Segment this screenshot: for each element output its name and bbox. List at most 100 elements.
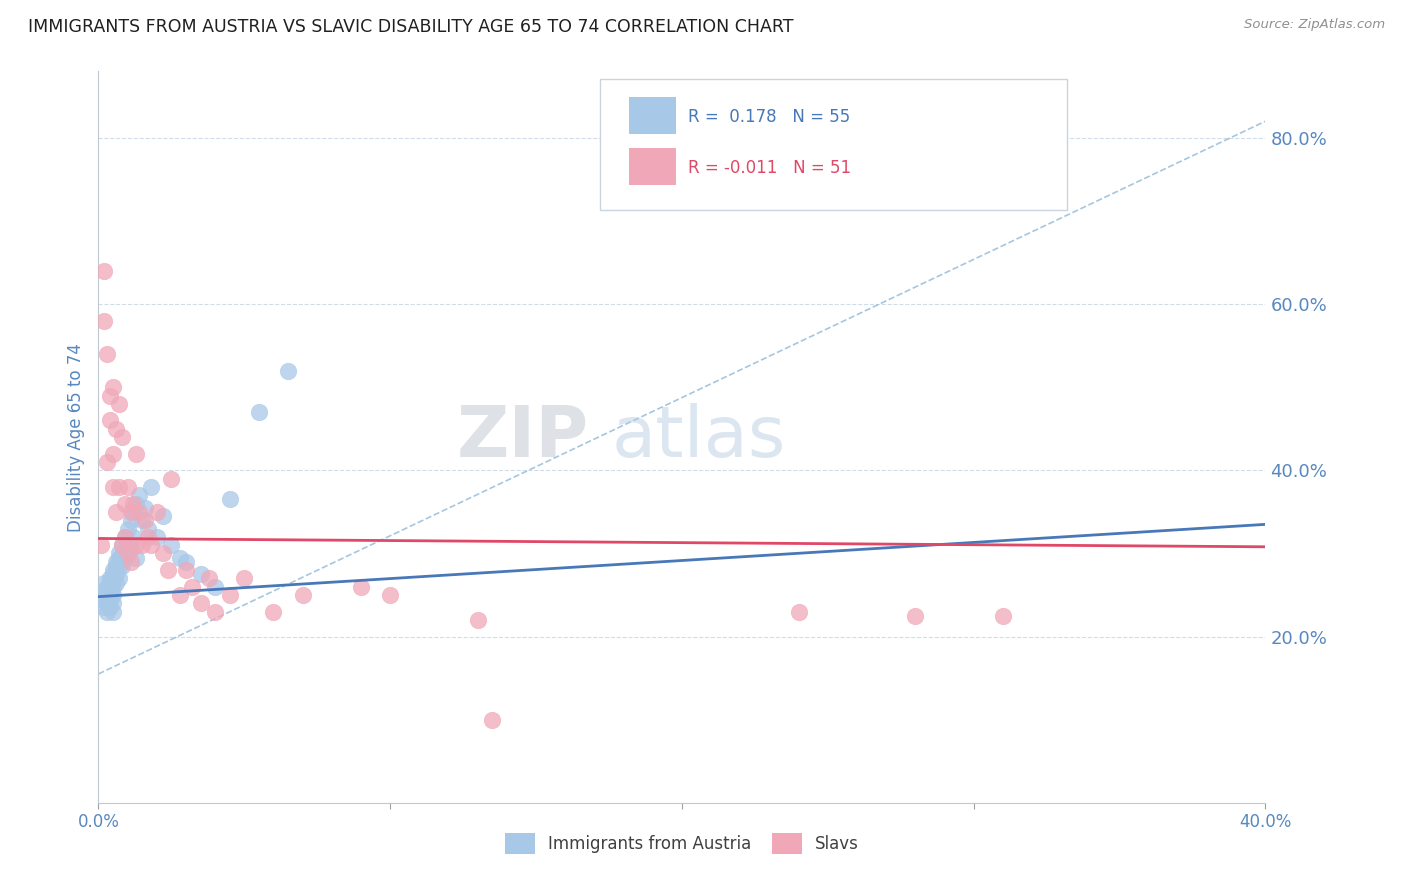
- Point: [98, 575, 121, 590]
- Point: [117, 480, 139, 494]
- Point: [467, 613, 489, 627]
- Point: [146, 505, 169, 519]
- Point: [93, 583, 115, 598]
- Point: [904, 608, 927, 623]
- Point: [108, 550, 131, 565]
- Point: [204, 580, 226, 594]
- Point: [120, 505, 142, 519]
- Point: [98, 571, 121, 585]
- Point: [190, 596, 212, 610]
- Legend: Immigrants from Austria, Slavs: Immigrants from Austria, Slavs: [498, 827, 866, 860]
- Point: [90, 538, 112, 552]
- Point: [104, 555, 127, 569]
- Point: [98, 583, 121, 598]
- Point: [120, 513, 142, 527]
- Point: [96, 596, 118, 610]
- Text: R = -0.011   N = 51: R = -0.011 N = 51: [688, 159, 851, 177]
- Point: [108, 571, 131, 585]
- Point: [152, 509, 174, 524]
- Text: IMMIGRANTS FROM AUSTRIA VS SLAVIC DISABILITY AGE 65 TO 74 CORRELATION CHART: IMMIGRANTS FROM AUSTRIA VS SLAVIC DISABI…: [28, 18, 793, 36]
- Point: [111, 558, 134, 573]
- Point: [101, 563, 124, 577]
- Point: [991, 608, 1014, 623]
- Point: [233, 571, 256, 585]
- Point: [111, 550, 134, 565]
- Point: [96, 347, 118, 361]
- Point: [96, 455, 118, 469]
- Point: [96, 605, 118, 619]
- Point: [114, 530, 136, 544]
- Point: [198, 571, 221, 585]
- FancyBboxPatch shape: [630, 97, 676, 134]
- Point: [104, 575, 127, 590]
- Point: [101, 596, 124, 610]
- Point: [101, 588, 124, 602]
- Point: [174, 563, 197, 577]
- Point: [160, 472, 183, 486]
- Point: [146, 530, 169, 544]
- Point: [111, 430, 134, 444]
- Point: [108, 558, 131, 573]
- Point: [93, 600, 115, 615]
- Point: [117, 538, 139, 552]
- Point: [134, 500, 156, 515]
- Point: [277, 363, 299, 377]
- Point: [291, 588, 314, 602]
- Point: [122, 530, 145, 544]
- Point: [96, 588, 118, 602]
- Point: [98, 600, 121, 615]
- Point: [117, 546, 139, 560]
- Point: [125, 497, 148, 511]
- Point: [136, 521, 159, 535]
- Point: [152, 546, 174, 560]
- Point: [174, 555, 197, 569]
- Point: [247, 405, 270, 419]
- Point: [98, 592, 121, 607]
- Point: [104, 558, 127, 573]
- Point: [125, 550, 148, 565]
- Point: [787, 605, 810, 619]
- Point: [101, 567, 124, 582]
- Point: [108, 397, 131, 411]
- Point: [122, 497, 145, 511]
- Point: [114, 550, 136, 565]
- Point: [120, 555, 142, 569]
- Y-axis label: Disability Age 65 to 74: Disability Age 65 to 74: [67, 343, 86, 532]
- Point: [101, 605, 124, 619]
- Point: [101, 580, 124, 594]
- Text: atlas: atlas: [612, 402, 786, 472]
- Point: [160, 538, 183, 552]
- Point: [136, 530, 159, 544]
- Point: [128, 488, 150, 502]
- Point: [104, 567, 127, 582]
- Point: [122, 505, 145, 519]
- Point: [98, 413, 121, 427]
- Point: [380, 588, 402, 602]
- Point: [157, 563, 180, 577]
- Point: [169, 550, 191, 565]
- Point: [125, 447, 148, 461]
- Point: [104, 505, 127, 519]
- Point: [262, 605, 284, 619]
- Point: [101, 447, 124, 461]
- Point: [98, 388, 121, 402]
- Point: [90, 592, 112, 607]
- Point: [481, 713, 503, 727]
- Point: [120, 542, 142, 557]
- Point: [114, 497, 136, 511]
- Point: [180, 580, 202, 594]
- FancyBboxPatch shape: [630, 148, 676, 185]
- Point: [93, 575, 115, 590]
- Point: [139, 480, 162, 494]
- Point: [117, 521, 139, 535]
- Point: [134, 513, 156, 527]
- Point: [93, 264, 115, 278]
- Point: [139, 538, 162, 552]
- Point: [190, 567, 212, 582]
- Point: [96, 580, 118, 594]
- Point: [111, 538, 134, 552]
- Point: [218, 588, 240, 602]
- Point: [93, 314, 115, 328]
- Point: [204, 605, 226, 619]
- Point: [169, 588, 191, 602]
